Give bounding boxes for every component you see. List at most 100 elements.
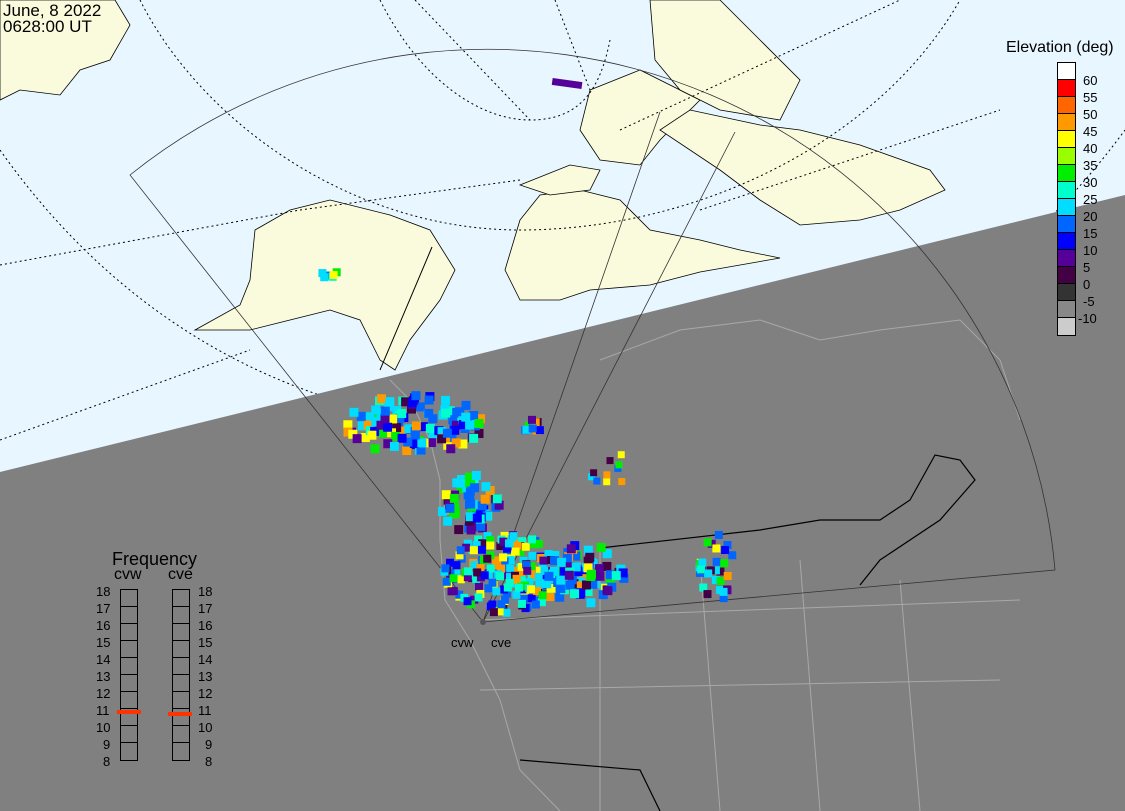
scatter-cell <box>458 439 468 449</box>
scatter-cell <box>518 537 527 546</box>
scatter-cell <box>583 563 593 573</box>
scatter-cell <box>511 547 520 556</box>
scatter-cell <box>424 395 434 405</box>
scatter-cell <box>450 503 460 513</box>
scatter-cell <box>472 513 482 523</box>
scatter-cell <box>488 600 497 609</box>
frequency-marker-cvw <box>117 710 141 715</box>
scatter-cell <box>486 541 495 550</box>
frequency-tick: 13 <box>198 669 213 684</box>
scatter-cell <box>402 446 412 456</box>
scatter-cell <box>466 499 476 509</box>
scatter-cell <box>370 444 380 454</box>
scatter-cell <box>441 564 450 573</box>
scatter-cell <box>723 571 732 580</box>
colorbar-label: 50 <box>1083 107 1098 122</box>
fov-left-edge-day <box>379 246 433 371</box>
scatter-cell <box>452 569 461 578</box>
scatter-cell <box>517 599 526 608</box>
scatter-cell <box>465 516 475 526</box>
scatter-cell <box>533 587 542 596</box>
colorbar-swatch <box>1058 165 1075 182</box>
scatter-cell <box>468 522 478 532</box>
scatter-cell <box>555 592 565 602</box>
scatter-cell <box>499 537 508 546</box>
scatter-cell <box>445 558 454 567</box>
colorbar-label: 0 <box>1083 277 1091 292</box>
scatter-cell <box>504 539 513 548</box>
scatter-cell <box>428 429 438 439</box>
scatter-cell <box>566 544 576 554</box>
scatter-cell <box>383 422 393 432</box>
scatter-cell <box>437 506 447 516</box>
scatter-cell <box>602 561 612 571</box>
scatter-cell <box>477 501 487 511</box>
colorbar-swatch <box>1058 131 1075 148</box>
land-day <box>0 0 946 371</box>
scatter-cell <box>503 583 512 592</box>
graticule <box>0 0 1125 441</box>
scatter-cell <box>469 433 479 443</box>
scatter-cell <box>521 542 530 551</box>
scatter-cell <box>388 414 398 424</box>
scatter-cell <box>519 594 528 603</box>
scatter-cell <box>469 410 479 420</box>
scatter-cell <box>555 571 565 581</box>
frequency-tick: 16 <box>198 618 213 633</box>
scatter-cell <box>500 557 509 566</box>
site-label-cvw: cvw <box>451 635 474 650</box>
scatter-cell <box>448 415 458 425</box>
scatter-cell <box>588 579 598 589</box>
scatter-cells <box>318 77 737 617</box>
scatter-cell <box>385 397 395 407</box>
scatter-cell <box>391 431 401 441</box>
colorbar-swatch <box>1058 267 1075 284</box>
scatter-cell <box>719 587 728 596</box>
frequency-tick: 18 <box>198 584 213 599</box>
scatter-cell <box>723 541 732 550</box>
scatter-cell <box>389 441 399 451</box>
scatter-cell <box>320 273 329 282</box>
scatter-cell <box>480 494 490 504</box>
scatter-cell <box>536 566 545 575</box>
colorbar-label: -10 <box>1078 311 1097 326</box>
colorbar-swatch <box>1058 216 1075 233</box>
scatter-cell <box>492 556 501 565</box>
scatter-cell <box>417 438 427 448</box>
scatter-cell <box>367 430 377 440</box>
scatter-cell <box>447 433 457 443</box>
scatter-cell <box>474 593 483 602</box>
scatter-cell <box>502 608 511 617</box>
scatter-cell <box>728 551 737 560</box>
scatter-cell <box>380 406 390 416</box>
scatter-cell <box>605 570 615 580</box>
scatter-cell <box>562 553 572 563</box>
scatter-cell <box>416 445 426 455</box>
scatter-cell <box>513 541 522 550</box>
scatter-cell <box>546 593 555 602</box>
scatter-cell <box>441 395 451 405</box>
scatter-cell <box>465 486 475 496</box>
scatter-cell <box>465 512 475 522</box>
scatter-cell <box>418 422 428 432</box>
frequency-tick: 8 <box>205 754 213 769</box>
scatter-cell <box>523 566 532 575</box>
scatter-cell <box>527 415 536 424</box>
scatter-cell <box>712 557 721 566</box>
colorbar-label: 35 <box>1083 158 1098 173</box>
colorbar-label: 45 <box>1083 124 1098 139</box>
frequency-tick: 13 <box>96 669 111 684</box>
scatter-cell <box>494 500 504 510</box>
scatter-cell <box>455 407 465 417</box>
scatter-cell <box>454 525 464 535</box>
scatter-cell <box>466 477 476 487</box>
scatter-cell <box>397 426 407 436</box>
scatter-cell <box>703 538 712 547</box>
scatter-cell <box>424 408 434 418</box>
scatter-cell <box>458 420 468 430</box>
scatter-cell <box>611 571 621 581</box>
scatter-cell <box>525 578 534 587</box>
colorbar-label: 55 <box>1083 90 1098 105</box>
scatter-cell <box>380 414 390 424</box>
scatter-cell <box>509 532 518 541</box>
